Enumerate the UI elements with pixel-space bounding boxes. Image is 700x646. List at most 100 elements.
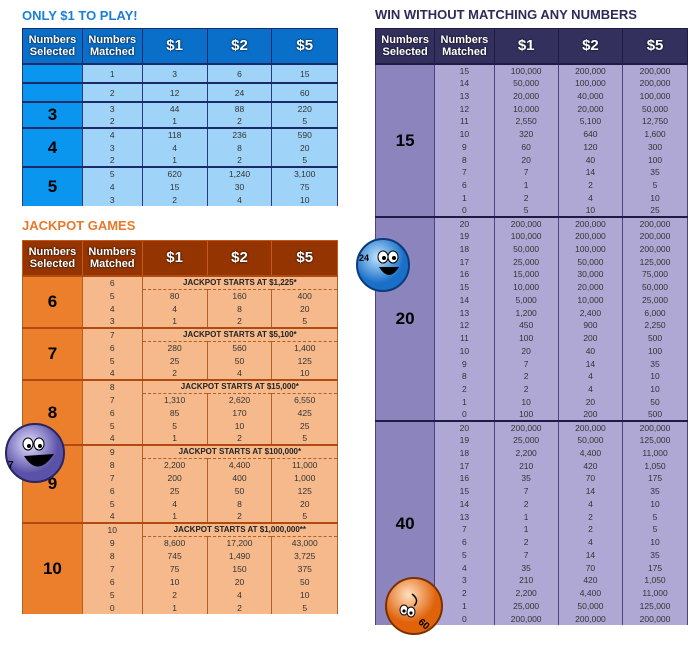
table-row: 1 10 20 50 <box>376 395 688 409</box>
table-row: 10 320 640 1,600 <box>376 127 688 141</box>
prize-cell: 8,600 <box>141 536 208 549</box>
numbers-matched-cell: 4 <box>81 127 143 141</box>
prize-cell: 10 <box>622 535 688 549</box>
table-row: 8 2,200 4,400 11,000 <box>23 458 338 471</box>
prize-cell: 50,000 <box>557 599 624 613</box>
prize-cell: 125 <box>271 354 338 367</box>
prize-cell: 2 <box>557 178 624 192</box>
numbers-selected-cell: 5 <box>22 166 83 206</box>
section-title-jackpot: JACKPOT GAMES <box>22 218 136 233</box>
prize-cell: 5 <box>493 204 559 217</box>
header-numbers-matched: Numbers Matched <box>434 28 495 65</box>
table-row: 7 1,310 2,620 6,550 <box>23 393 338 406</box>
prize-cell: 40,000 <box>557 89 624 103</box>
prize-cell: 220 <box>271 101 338 115</box>
prize-cell: 8 <box>206 302 273 315</box>
table-row: 10 10 JACKPOT STARTS AT $1,000,000** <box>22 522 339 614</box>
header-numbers-matched: Numbers Matched <box>81 240 143 277</box>
prize-cell: 3,100 <box>271 166 338 180</box>
prize-cell: 11,000 <box>622 446 688 460</box>
numbers-matched-cell: 0 <box>434 408 495 421</box>
prize-cell: 75 <box>141 562 208 575</box>
prize-cell: 2 <box>206 115 273 128</box>
table-row: 9 7 14 35 <box>376 357 688 370</box>
numbers-matched-cell: 14 <box>434 497 495 511</box>
prize-cell: 4 <box>141 497 208 510</box>
prize-cell: 50 <box>622 395 688 409</box>
svg-text:7: 7 <box>8 460 14 471</box>
prize-cell: 1,050 <box>622 574 688 587</box>
prize-cell: 2 <box>557 523 624 536</box>
prize-cell: 60 <box>493 140 559 154</box>
prize-cell: 1 <box>141 154 208 167</box>
table-only-1-to-play: Numbers Selected Numbers Matched $1 $2 $5 1 3 6… <box>22 28 338 206</box>
table-row: 3 3 44 88 220 <box>22 101 338 128</box>
prize-cell: 160 <box>206 289 273 302</box>
table-row: 5 7 14 35 <box>376 548 688 562</box>
table-row: 6 85 170 425 <box>23 406 338 419</box>
numbers-matched-cell: 3 <box>81 193 143 206</box>
prize-cell: 7 <box>493 166 559 179</box>
table-row: 11 2,550 5,100 12,750 <box>376 115 688 128</box>
numbers-matched-cell: 7 <box>434 166 495 179</box>
prize-cell: 100,000 <box>493 63 559 77</box>
table-row: 9 60 120 300 <box>376 140 688 154</box>
prize-cell: 5 <box>622 178 688 192</box>
prize-cell: 125,000 <box>622 433 688 447</box>
prize-cell: 40 <box>557 153 624 166</box>
prize-cell: 118 <box>141 127 208 141</box>
table-row: 7 7 14 35 <box>376 166 688 179</box>
prize-cell: 80 <box>141 289 208 302</box>
table-win-without-matching: Numbers Selected Numbers Matched $1 $2 $5 15 1… <box>374 28 688 625</box>
prize-cell: 200,000 <box>622 76 688 90</box>
prize-cell: 12 <box>141 82 208 102</box>
table-row: 17 210 420 1,050 <box>376 459 688 472</box>
prize-cell: 10 <box>622 497 688 511</box>
table-row: 18 50,000 100,000 200,000 <box>376 242 688 256</box>
prize-cell: 25,000 <box>622 293 688 307</box>
numbers-matched-cell: 13 <box>434 306 495 319</box>
prize-cell: 30,000 <box>557 268 624 281</box>
header-prize-3: $5 <box>622 28 688 65</box>
prize-cell: 10 <box>622 382 688 396</box>
numbers-matched-cell: 7 <box>434 523 495 536</box>
prize-cell: 175 <box>622 561 688 574</box>
prize-cell: 5,000 <box>493 293 559 307</box>
table-row: 1 25,000 50,000 125,000 <box>376 599 688 613</box>
prize-cell: 200,000 <box>557 420 624 434</box>
header-prize-2: $2 <box>206 28 273 65</box>
table-row: 6 280 560 1,400 <box>23 341 338 354</box>
prize-cell: 500 <box>622 408 688 421</box>
prize-cell: 420 <box>557 459 624 472</box>
prize-cell: 1,200 <box>493 306 559 319</box>
prize-cell: 4,400 <box>557 446 624 460</box>
prize-cell: 4 <box>557 370 624 383</box>
table-row: 14 2 4 10 <box>376 497 688 511</box>
prize-cell: 50,000 <box>493 76 559 90</box>
prize-cell: 1,400 <box>271 341 338 354</box>
prize-cell: 2,200 <box>493 586 559 600</box>
prize-cell: 200 <box>557 408 624 421</box>
numbers-selected-cell: 6 <box>22 275 83 328</box>
numbers-matched-cell: 7 <box>81 327 143 341</box>
prize-cell: 1 <box>141 432 208 445</box>
table-row: 0 200,000 200,000 200,000 <box>376 612 688 625</box>
prize-cell: 4,400 <box>557 586 624 600</box>
table-row: 12 450 900 2,250 <box>376 319 688 332</box>
prize-cell: 4 <box>206 588 273 601</box>
prize-cell: 200,000 <box>622 229 688 243</box>
numbers-selected-cell: 7 <box>22 327 83 380</box>
prize-cell: 5 <box>271 601 338 614</box>
prize-cell: 85 <box>141 406 208 419</box>
prize-cell: 150 <box>206 562 273 575</box>
prize-cell: 50,000 <box>622 102 688 115</box>
numbers-selected-cell <box>22 63 83 83</box>
table-row: 4 35 70 175 <box>376 561 688 574</box>
numbers-matched-cell: 6 <box>81 575 143 588</box>
numbers-matched-cell: 13 <box>434 510 495 523</box>
table-row: 20 20 200,000 200,000 200,000 <box>374 216 688 421</box>
